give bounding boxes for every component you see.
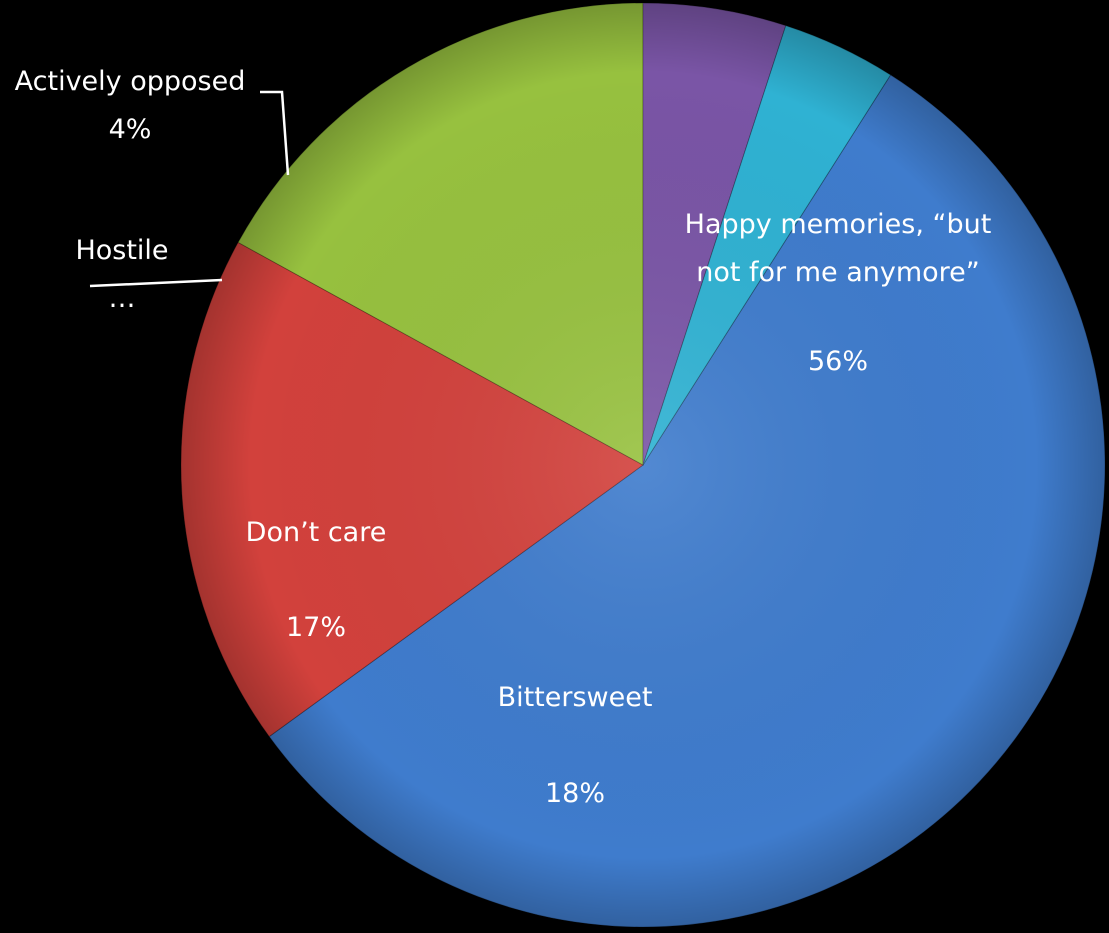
leader-lines — [89, 90, 290, 288]
slice-label-hostile-line-2: … — [109, 283, 136, 314]
slice-label-hostile: Hostile — [75, 235, 168, 266]
slice-label-don-t-care: Don’t care — [246, 517, 387, 548]
slice-label-happy-memories-but: Happy memories, “but — [685, 209, 992, 240]
slice-value-bittersweet: 18% — [545, 778, 605, 809]
slice-label-actively-opposed: Actively opposed — [15, 66, 246, 97]
leader-line-hostile — [89, 278, 223, 288]
leader-line-actively-opposed — [260, 90, 290, 176]
slice-labels: Happy memories, “but not for me anymore” 5… — [15, 66, 992, 809]
slice-label-happy-memories-but-line-2: not for me anymore” — [696, 257, 980, 288]
slice-label-bittersweet: Bittersweet — [498, 682, 653, 713]
pie-slices — [180, 2, 1106, 928]
slice-value-actively-opposed: 4% — [109, 114, 152, 145]
slice-value-happy-memories-but: 56% — [808, 346, 868, 377]
slice-value-don-t-care: 17% — [286, 612, 346, 643]
